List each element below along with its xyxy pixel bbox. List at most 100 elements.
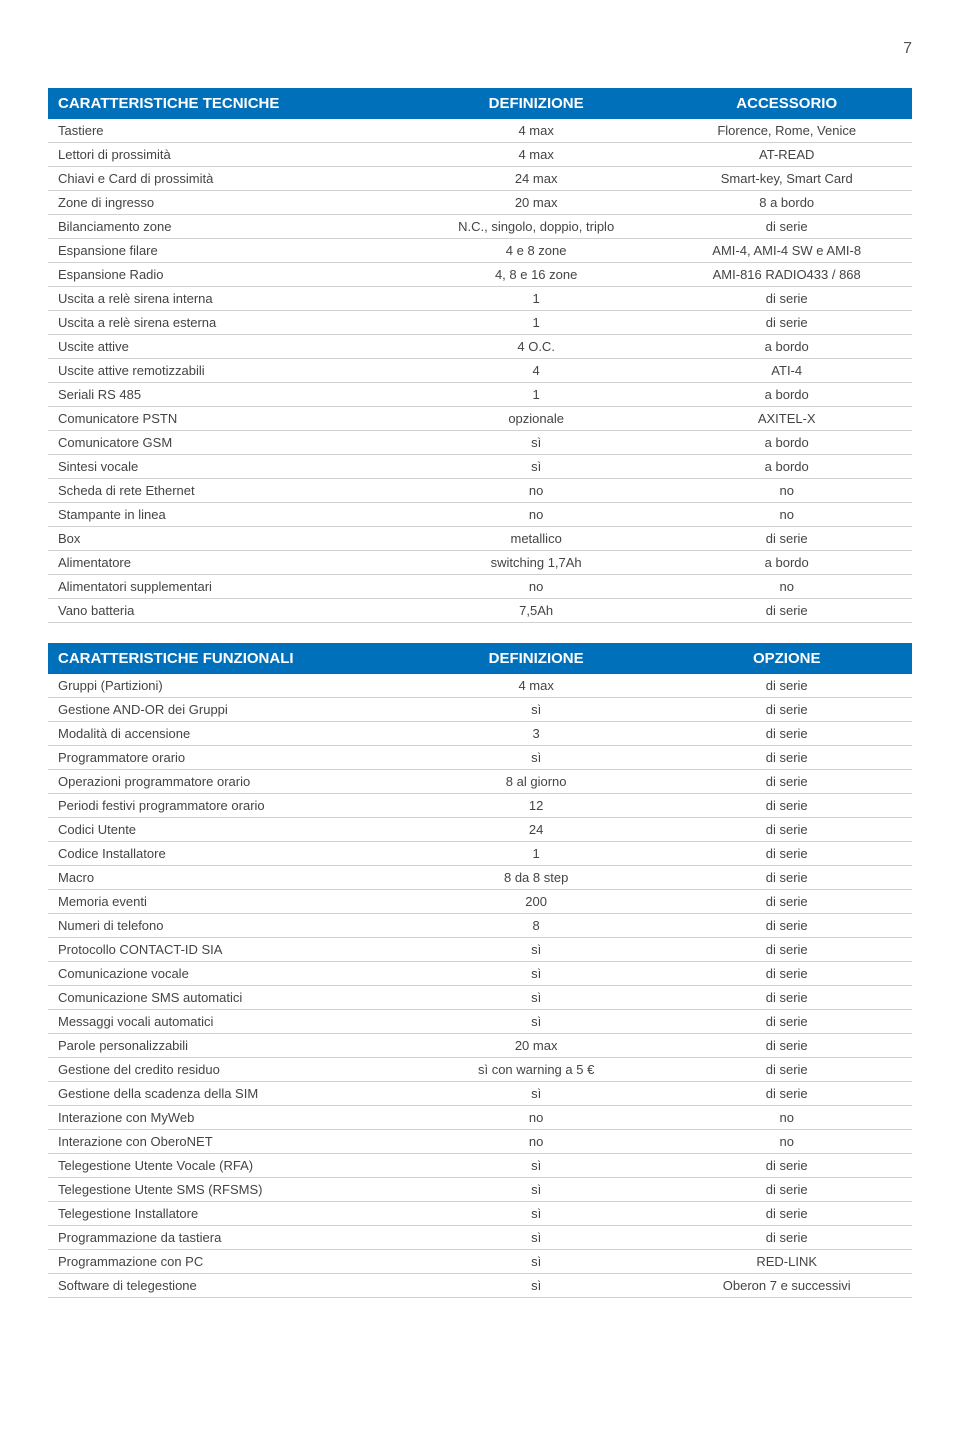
table-cell: sì xyxy=(411,746,662,770)
table-cell: sì xyxy=(411,455,662,479)
table-cell: a bordo xyxy=(661,455,912,479)
table-cell: Telegestione Utente Vocale (RFA) xyxy=(48,1154,411,1178)
table-cell: 4 e 8 zone xyxy=(411,239,662,263)
table-cell: di serie xyxy=(661,722,912,746)
table-cell: Interazione con MyWeb xyxy=(48,1106,411,1130)
table-cell: a bordo xyxy=(661,383,912,407)
table-cell: Codice Installatore xyxy=(48,842,411,866)
table-cell: sì xyxy=(411,431,662,455)
table-cell: 4 O.C. xyxy=(411,335,662,359)
table-cell: sì xyxy=(411,1154,662,1178)
table-cell: Espansione filare xyxy=(48,239,411,263)
table-row: Uscita a relè sirena esterna1di serie xyxy=(48,311,912,335)
table-cell: Messaggi vocali automatici xyxy=(48,1010,411,1034)
table-cell: no xyxy=(411,575,662,599)
table-cell: di serie xyxy=(661,527,912,551)
th-col2: DEFINIZIONE xyxy=(411,88,662,119)
table-cell: AMI-816 RADIO433 / 868 xyxy=(661,263,912,287)
table-cell: di serie xyxy=(661,1178,912,1202)
table-row: Lettori di prossimità4 maxAT-READ xyxy=(48,143,912,167)
table-cell: Box xyxy=(48,527,411,551)
table-cell: Chiavi e Card di prossimità xyxy=(48,167,411,191)
table-cell: di serie xyxy=(661,962,912,986)
table-cell: sì xyxy=(411,1178,662,1202)
table-row: Uscita a relè sirena interna1di serie xyxy=(48,287,912,311)
table-cell: Memoria eventi xyxy=(48,890,411,914)
th-col3: ACCESSORIO xyxy=(661,88,912,119)
table-row: Comunicatore PSTNopzionaleAXITEL-X xyxy=(48,407,912,431)
table-cell: di serie xyxy=(661,1058,912,1082)
table-caratteristiche-tecniche: CARATTERISTICHE TECNICHE DEFINIZIONE ACC… xyxy=(48,88,912,623)
table-row: Boxmetallicodi serie xyxy=(48,527,912,551)
table-row: Tastiere4 maxFlorence, Rome, Venice xyxy=(48,119,912,143)
table-cell: no xyxy=(661,1130,912,1154)
table-cell: sì xyxy=(411,1010,662,1034)
table-row: Espansione filare4 e 8 zoneAMI-4, AMI-4 … xyxy=(48,239,912,263)
table-cell: Oberon 7 e successivi xyxy=(661,1274,912,1298)
table-cell: ATI-4 xyxy=(661,359,912,383)
table-row: Interazione con OberoNETnono xyxy=(48,1130,912,1154)
table-cell: sì xyxy=(411,986,662,1010)
table-cell: no xyxy=(661,479,912,503)
table-cell: AT-READ xyxy=(661,143,912,167)
table-cell: 24 max xyxy=(411,167,662,191)
table-cell: Gestione del credito residuo xyxy=(48,1058,411,1082)
table-cell: 8 al giorno xyxy=(411,770,662,794)
table-cell: Numeri di telefono xyxy=(48,914,411,938)
table-caratteristiche-funzionali: CARATTERISTICHE FUNZIONALI DEFINIZIONE O… xyxy=(48,643,912,1298)
table-cell: Gestione AND-OR dei Gruppi xyxy=(48,698,411,722)
table-row: Programmazione da tastierasìdi serie xyxy=(48,1226,912,1250)
table-row: Parole personalizzabili20 maxdi serie xyxy=(48,1034,912,1058)
table-row: Uscite attive remotizzabili4ATI-4 xyxy=(48,359,912,383)
table-cell: Stampante in linea xyxy=(48,503,411,527)
table-row: Gruppi (Partizioni)4 maxdi serie xyxy=(48,674,912,698)
table-row: Operazioni programmatore orario8 al gior… xyxy=(48,770,912,794)
table-cell: 200 xyxy=(411,890,662,914)
table-cell: no xyxy=(411,479,662,503)
table-cell: di serie xyxy=(661,1226,912,1250)
table-cell: Alimentatore xyxy=(48,551,411,575)
table-cell: Periodi festivi programmatore orario xyxy=(48,794,411,818)
table-cell: 1 xyxy=(411,287,662,311)
table-cell: Protocollo CONTACT-ID SIA xyxy=(48,938,411,962)
table-row: Software di telegestionesìOberon 7 e suc… xyxy=(48,1274,912,1298)
table-cell: di serie xyxy=(661,1082,912,1106)
table-row: Bilanciamento zoneN.C., singolo, doppio,… xyxy=(48,215,912,239)
table-cell: sì xyxy=(411,938,662,962)
table-row: Seriali RS 4851a bordo xyxy=(48,383,912,407)
table-row: Comunicazione SMS automaticisìdi serie xyxy=(48,986,912,1010)
table-cell: 4 max xyxy=(411,143,662,167)
table-cell: Sintesi vocale xyxy=(48,455,411,479)
table-cell: Operazioni programmatore orario xyxy=(48,770,411,794)
table-cell: 3 xyxy=(411,722,662,746)
table-row: Programmazione con PCsìRED-LINK xyxy=(48,1250,912,1274)
table-cell: sì xyxy=(411,1250,662,1274)
table-header-row: CARATTERISTICHE FUNZIONALI DEFINIZIONE O… xyxy=(48,643,912,674)
table-cell: Espansione Radio xyxy=(48,263,411,287)
table-cell: 4, 8 e 16 zone xyxy=(411,263,662,287)
table-row: Gestione della scadenza della SIMsìdi se… xyxy=(48,1082,912,1106)
table-cell: switching 1,7Ah xyxy=(411,551,662,575)
table-cell: 20 max xyxy=(411,191,662,215)
table-row: Stampante in lineanono xyxy=(48,503,912,527)
table-cell: Lettori di prossimità xyxy=(48,143,411,167)
table-cell: di serie xyxy=(661,311,912,335)
table-cell: no xyxy=(411,1106,662,1130)
page-number: 7 xyxy=(48,40,912,58)
table-cell: di serie xyxy=(661,914,912,938)
table-cell: Programmatore orario xyxy=(48,746,411,770)
table-cell: di serie xyxy=(661,287,912,311)
table-cell: sì xyxy=(411,1202,662,1226)
table-cell: Florence, Rome, Venice xyxy=(661,119,912,143)
table-cell: Uscite attive remotizzabili xyxy=(48,359,411,383)
table-row: Protocollo CONTACT-ID SIAsìdi serie xyxy=(48,938,912,962)
table-row: Vano batteria7,5Ahdi serie xyxy=(48,599,912,623)
table-row: Alimentatori supplementarinono xyxy=(48,575,912,599)
table-row: Codici Utente24di serie xyxy=(48,818,912,842)
table-row: Macro8 da 8 stepdi serie xyxy=(48,866,912,890)
table-cell: di serie xyxy=(661,1154,912,1178)
table-cell: di serie xyxy=(661,1202,912,1226)
table-cell: 4 max xyxy=(411,119,662,143)
table-cell: opzionale xyxy=(411,407,662,431)
table-cell: Comunicazione SMS automatici xyxy=(48,986,411,1010)
